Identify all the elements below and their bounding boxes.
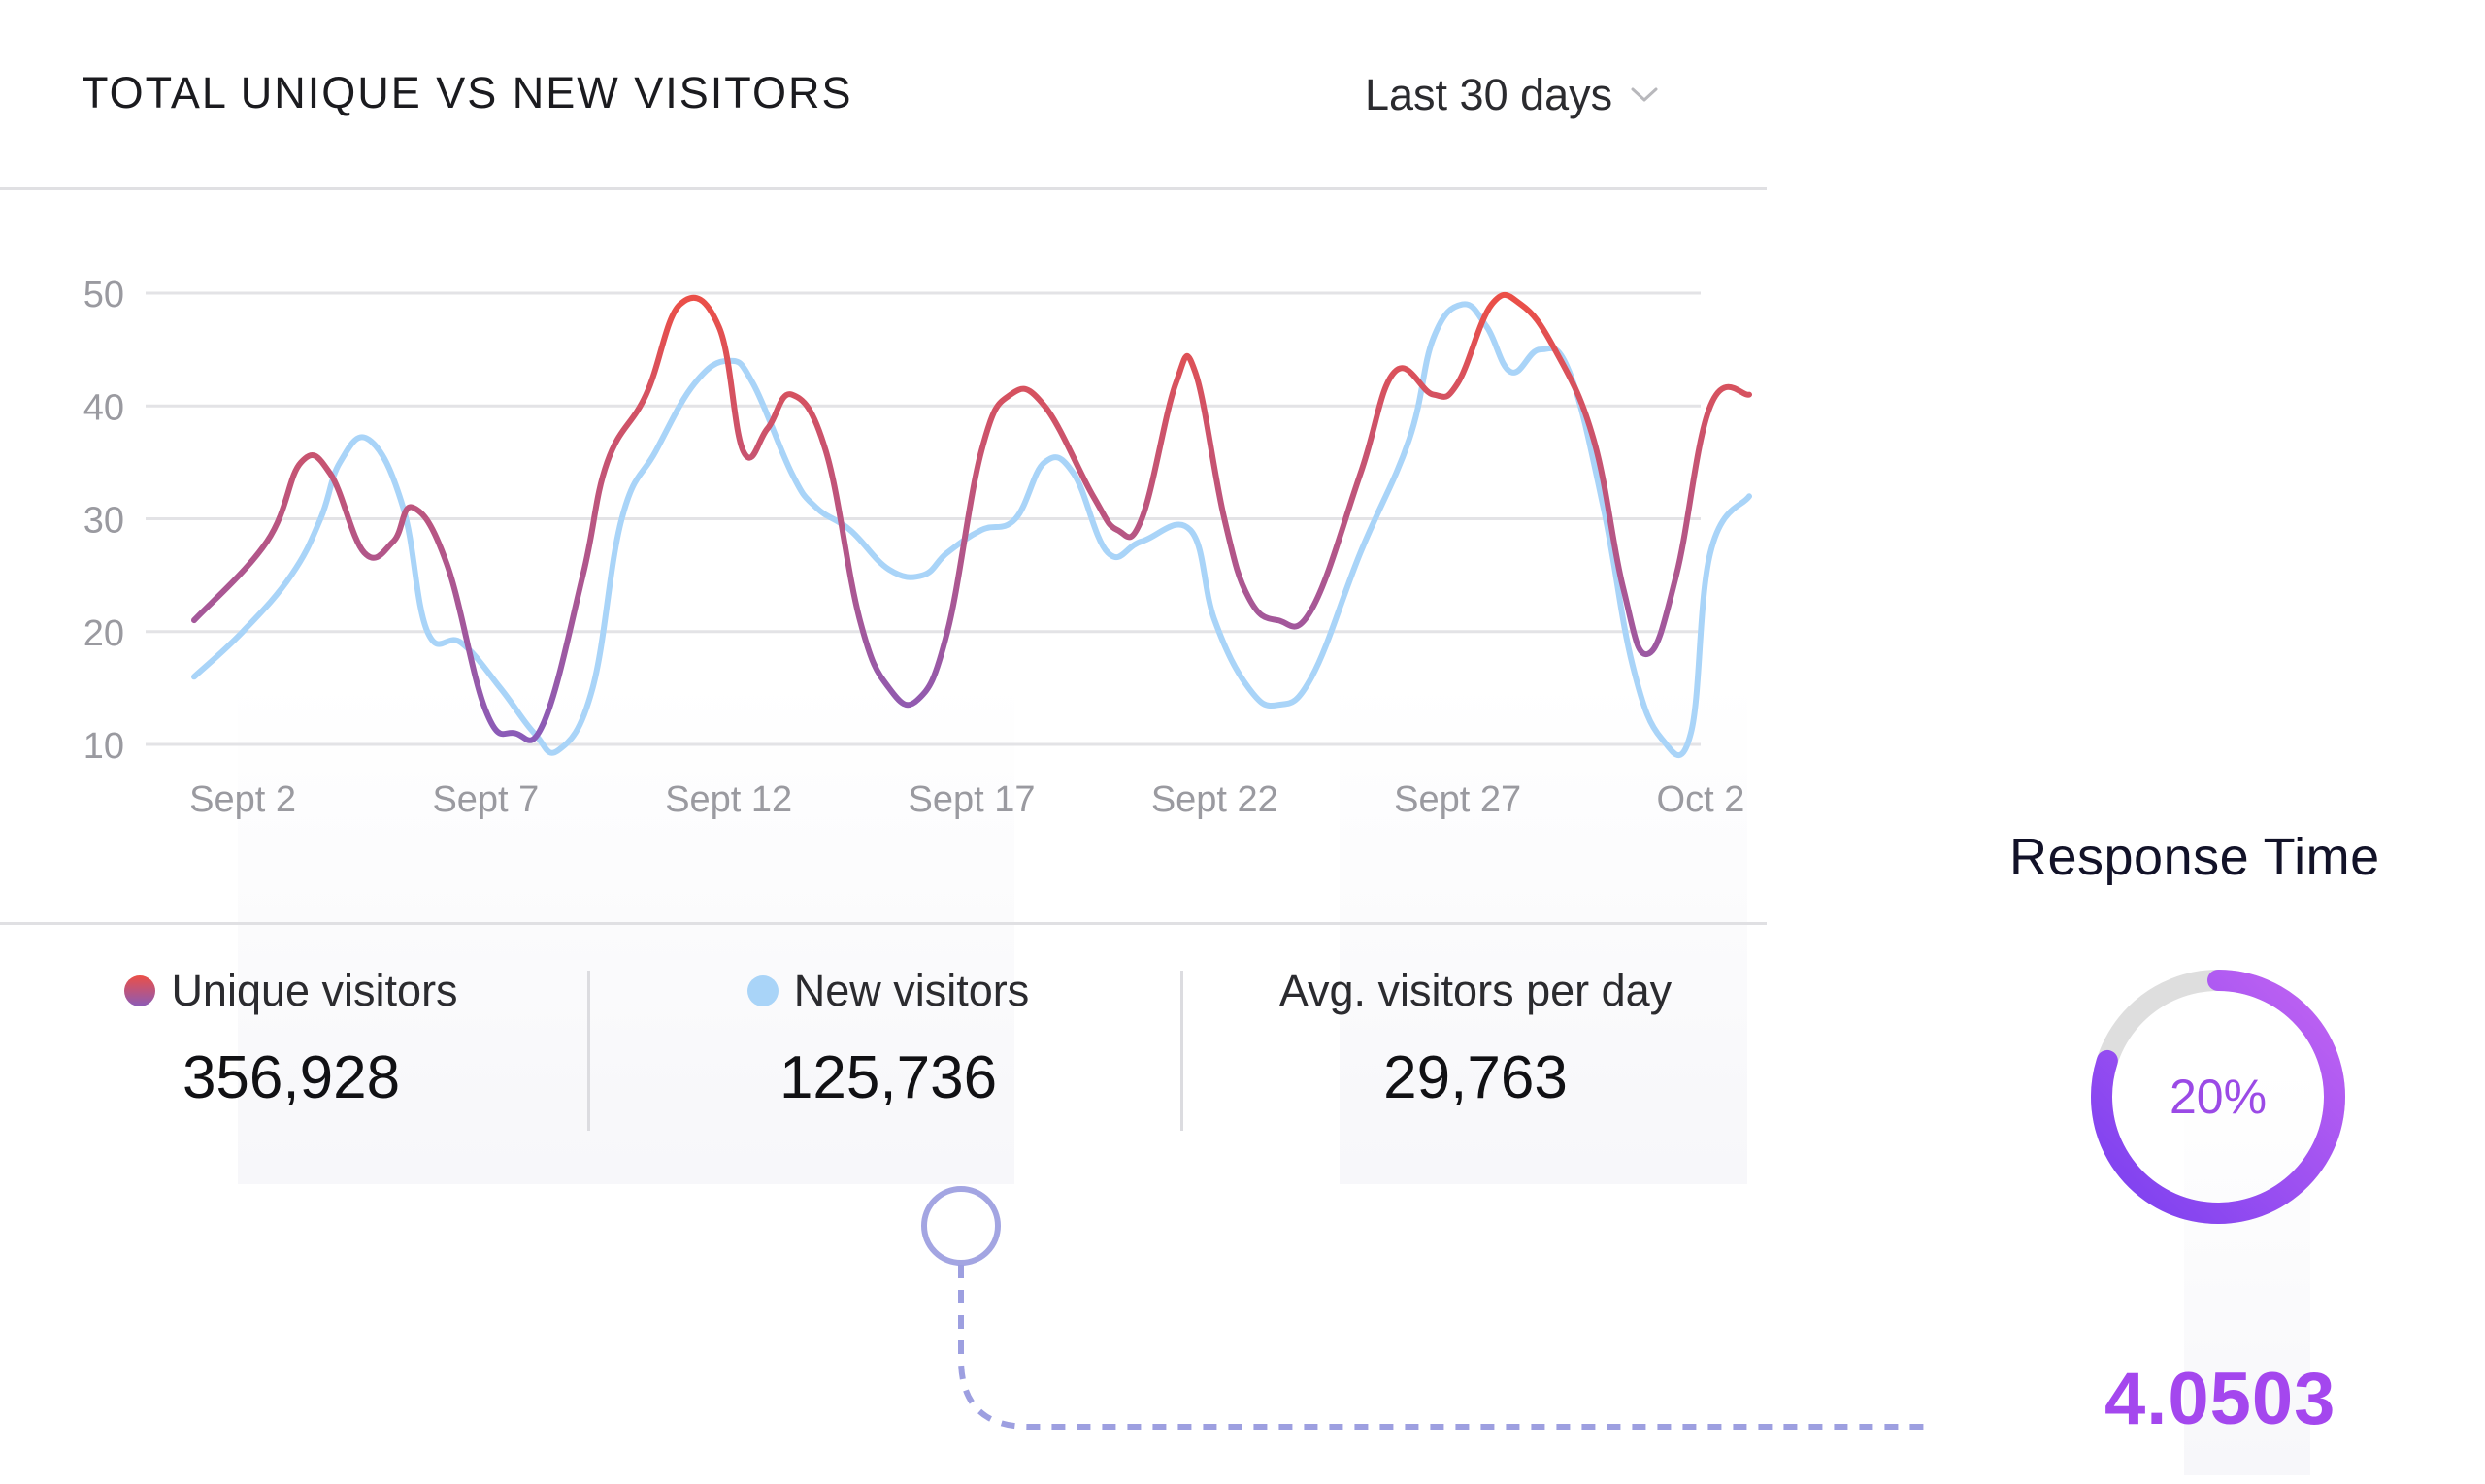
stat-unique-label: Unique visitors — [171, 966, 458, 1015]
x-tick-label: Sept 27 — [1394, 779, 1521, 820]
y-tick-label: 20 — [83, 613, 124, 654]
x-tick-label: Sept 2 — [189, 779, 296, 820]
unique-visitors-legend-dot — [124, 975, 156, 1006]
new-visitors-legend-dot — [746, 975, 779, 1006]
unique-visitors-line — [191, 292, 1752, 743]
divider-top — [0, 187, 1767, 190]
card-title: TOTAL UNIQUE VS NEW VISITORS — [82, 68, 853, 117]
grid — [146, 291, 1701, 746]
stat-new-visitors: New visitors 125,736 — [694, 966, 1082, 1112]
x-tick-label: Sept 17 — [909, 779, 1036, 820]
stat-avg-label: Avg. visitors per day — [1278, 966, 1673, 1015]
stat-label-row: Avg. visitors per day — [1242, 966, 1708, 1016]
connector-node-icon — [921, 1186, 1001, 1266]
date-range-dropdown[interactable]: Last 30 days — [1365, 70, 1659, 120]
y-axis: 10 20 30 40 50 — [83, 275, 124, 767]
series — [191, 292, 1752, 759]
stat-new-value: 125,736 — [779, 1044, 998, 1111]
stat-unique-value: 356,928 — [182, 1044, 401, 1111]
y-tick-label: 50 — [83, 275, 124, 315]
response-time-title: Response Time — [2009, 828, 2380, 886]
stat-separator — [1180, 971, 1183, 1131]
gauge-fill-arc — [2091, 970, 2345, 1224]
y-tick-label: 40 — [83, 387, 124, 428]
divider-bottom — [0, 922, 1767, 925]
stat-label-row: New visitors — [694, 966, 1082, 1016]
stat-avg-value: 29,763 — [1383, 1044, 1568, 1111]
stat-label-row: Unique visitors — [97, 966, 485, 1016]
x-tick-label: Oct 2 — [1657, 779, 1745, 820]
response-gauge — [2091, 970, 2345, 1224]
x-tick-label: Sept 22 — [1151, 779, 1278, 820]
chevron-down-icon — [1631, 87, 1658, 102]
stat-new-label: New visitors — [793, 966, 1030, 1015]
gauge-percent-label: 20% — [2169, 1070, 2268, 1124]
x-axis: Sept 2 Sept 7 Sept 12 Sept 17 Sept 22 Sept 27… — [189, 779, 1744, 820]
response-time-value: 4.0503 — [2104, 1358, 2336, 1440]
x-tick-label: Sept 7 — [432, 779, 539, 820]
x-tick-label: Sept 12 — [665, 779, 792, 820]
stat-separator — [587, 971, 590, 1131]
stat-avg-visitors: Avg. visitors per day 29,763 — [1242, 966, 1708, 1112]
date-range-label: Last 30 days — [1365, 70, 1613, 119]
new-visitors-line — [191, 301, 1752, 759]
stat-unique-visitors: Unique visitors 356,928 — [97, 966, 485, 1112]
y-tick-label: 10 — [83, 726, 124, 767]
y-tick-label: 30 — [83, 501, 124, 542]
connector-dashed-path — [958, 1265, 1932, 1430]
